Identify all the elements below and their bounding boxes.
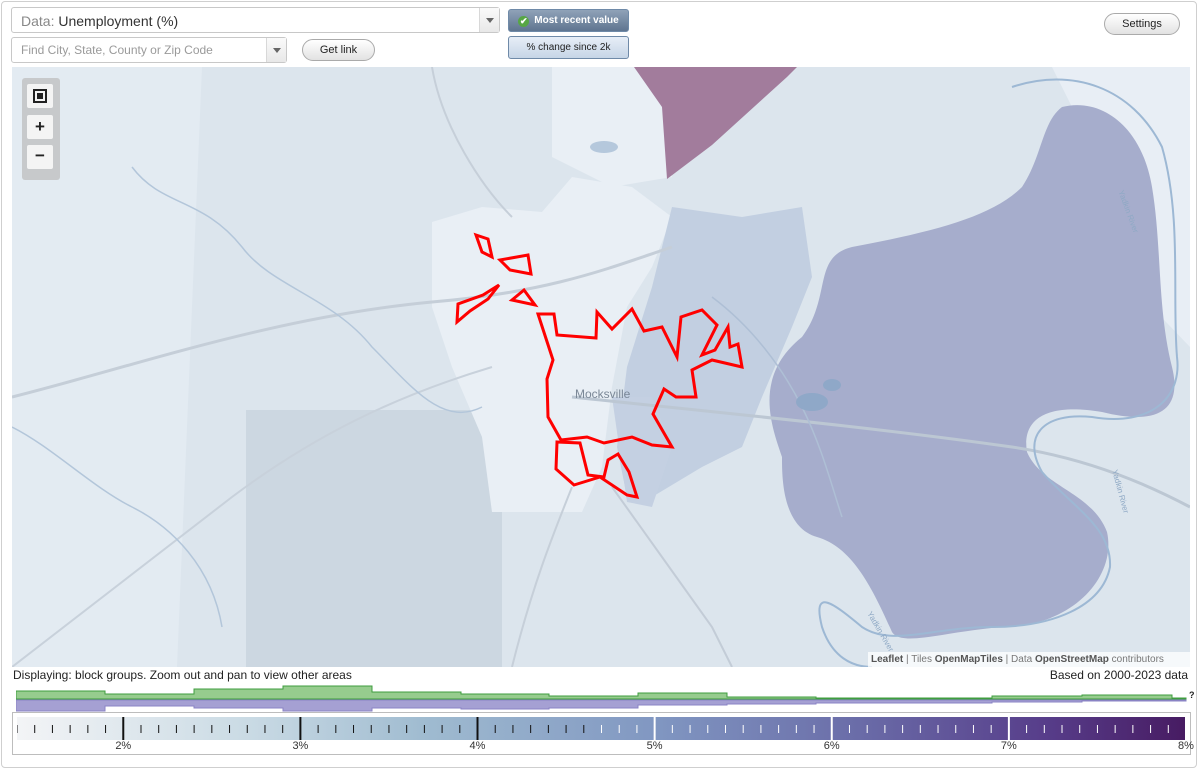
chevron-down-icon[interactable] (479, 8, 499, 32)
help-icon[interactable]: ? (1189, 690, 1195, 700)
data-select[interactable]: Data: Unemployment (%) (11, 7, 500, 33)
legend-tick-label: 8% (1178, 740, 1194, 752)
get-link-button[interactable]: Get link (302, 39, 375, 61)
legend-tick-label: 4% (469, 740, 486, 752)
attribution-text: | Data (1002, 654, 1035, 665)
checkmark-icon: ✔ (518, 16, 530, 27)
legend-tick-label: 5% (646, 740, 663, 752)
percent-change-toggle[interactable]: % change since 2k (508, 36, 629, 59)
value-histogram (16, 685, 1187, 712)
legend-tick-label: 3% (292, 740, 309, 752)
displaying-note: Displaying: block groups. Zoom out and p… (13, 668, 352, 682)
attribution-text: | Tiles (903, 654, 935, 665)
zoom-in-button[interactable]: + (27, 115, 53, 139)
fullscreen-button[interactable] (27, 84, 53, 108)
location-search-input[interactable] (12, 38, 267, 62)
settings-button[interactable]: Settings (1104, 13, 1180, 35)
data-years-note: Based on 2000-2023 data (1049, 668, 1188, 682)
map-attribution: Leaflet | Tiles OpenMapTiles | Data Open… (868, 652, 1190, 667)
chevron-down-icon[interactable] (266, 38, 286, 62)
zoom-out-button[interactable]: − (27, 145, 53, 169)
city-boundary-outline (455, 232, 744, 499)
data-select-prefix: Data: (21, 13, 55, 29)
color-legend: 2% 3% 4% 5% 6% 7% 8% (12, 712, 1194, 755)
attribution-text: contributors (1108, 654, 1164, 665)
legend-tick-label: 2% (115, 740, 132, 752)
map-canvas[interactable]: Mocksville Yadkin River Yadkin River Yad… (12, 67, 1190, 667)
map-layer (12, 67, 1190, 667)
location-search[interactable] (11, 37, 287, 63)
data-select-value: Unemployment (%) (58, 13, 179, 29)
fullscreen-icon (33, 89, 47, 103)
legend-tick-label: 7% (1000, 740, 1017, 752)
leaflet-link[interactable]: Leaflet (871, 654, 904, 665)
openstreetmap-link[interactable]: OpenStreetMap (1034, 654, 1109, 665)
openmaptiles-link[interactable]: OpenMapTiles (934, 654, 1003, 665)
most-recent-value-label: Most recent value (534, 15, 619, 26)
data-select-text: Data: Unemployment (%) (21, 13, 178, 29)
zoom-control: + − (22, 78, 60, 180)
most-recent-value-toggle[interactable]: ✔ Most recent value (508, 9, 629, 32)
legend-ticks (17, 717, 1186, 740)
legend-tick-label: 6% (823, 740, 840, 752)
city-label: Mocksville (575, 387, 631, 401)
